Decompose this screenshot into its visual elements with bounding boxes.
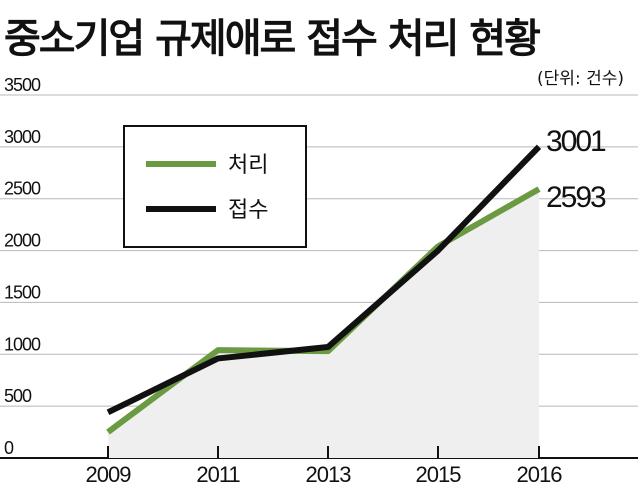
legend-label-processed: 처리 [228, 153, 268, 178]
legend: 처리 접수 [123, 125, 307, 248]
end-label-received: 3001 [546, 125, 606, 158]
y-tick-label: 0 [4, 438, 14, 458]
y-tick-label: 3000 [4, 127, 41, 147]
x-tick-label: 2016 [517, 462, 563, 486]
y-axis-ticks: 0 500 1000 1500 2000 2500 3000 3500 [4, 75, 42, 458]
x-tick-label: 2011 [196, 462, 240, 486]
y-tick-label: 2500 [4, 179, 41, 199]
x-axis-ticks: 2009 2011 2013 2015 2016 [86, 446, 563, 486]
x-tick-label: 2009 [86, 462, 132, 486]
chart-title: 중소기업 규제애로 접수 처리 현황 [4, 16, 541, 62]
y-tick-label: 1500 [4, 282, 41, 302]
series-lines [106, 144, 542, 435]
y-tick-label: 2000 [4, 231, 41, 251]
legend-label-received: 접수 [228, 198, 268, 223]
y-tick-label: 3500 [4, 75, 41, 95]
unit-label: (단위: 건수) [537, 69, 624, 89]
legend-box [123, 125, 307, 248]
x-tick-label: 2013 [306, 462, 352, 486]
y-tick-label: 1000 [4, 334, 41, 354]
end-label-processed: 2593 [546, 181, 606, 214]
y-tick-label: 500 [4, 386, 32, 406]
x-tick-label: 2015 [416, 462, 462, 486]
